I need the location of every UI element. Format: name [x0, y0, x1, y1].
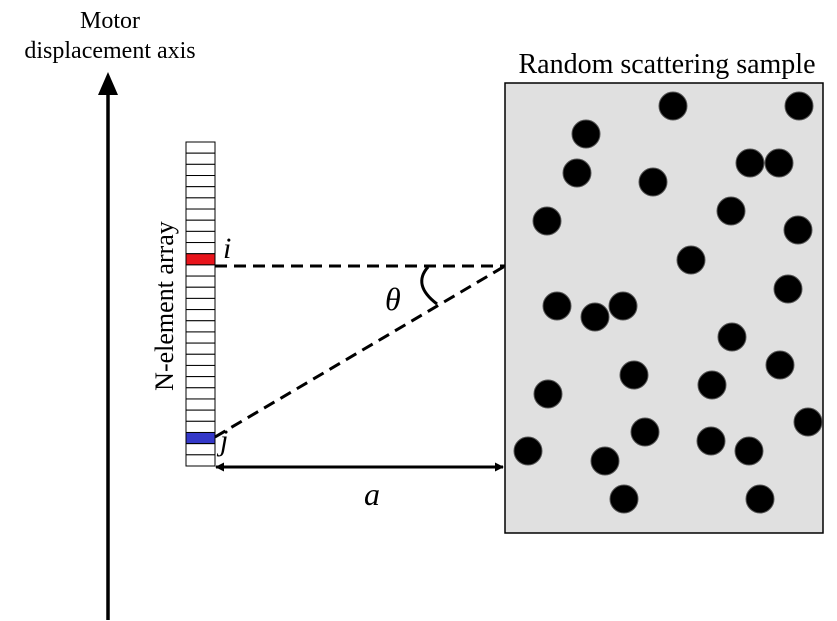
dashed-line-diagonal	[214, 264, 506, 439]
scatterer-particle	[571, 119, 601, 149]
motor-axis-arrowhead	[98, 72, 118, 95]
array-element	[185, 297, 216, 311]
scatterer-particle	[533, 379, 563, 409]
scatterer-particle	[532, 206, 562, 236]
array-element	[185, 353, 216, 366]
scatterer-particle	[542, 291, 572, 321]
scatterer-particle	[590, 446, 620, 476]
axis-label-line1: Motor	[80, 8, 140, 34]
distance-label: a	[364, 476, 380, 512]
scatterer-particle	[764, 148, 794, 178]
array-element	[185, 376, 216, 389]
scatterer-particle	[638, 167, 668, 197]
scatterer-particle	[619, 360, 649, 390]
array-element	[185, 230, 216, 244]
array-element	[185, 242, 216, 255]
array-element	[185, 208, 216, 221]
element-i-label: i	[223, 232, 231, 265]
array-label: N-element array	[150, 221, 179, 391]
array-element	[185, 387, 216, 400]
array-element	[185, 398, 216, 411]
array-element	[185, 163, 216, 177]
scatterer-particle	[765, 350, 795, 380]
scatterer-particle	[784, 91, 814, 121]
axis-label-line2: displacement axis	[24, 38, 195, 64]
array-element-j	[185, 431, 216, 445]
scatterer-particle	[734, 436, 764, 466]
array-element	[185, 443, 216, 456]
scatterer-particle	[793, 407, 823, 437]
scatterer-particle	[609, 484, 639, 514]
array-element	[185, 275, 216, 288]
array-element	[185, 197, 216, 210]
scatterer-particle	[716, 196, 746, 226]
array-element	[185, 409, 216, 422]
element-j-label: j	[216, 424, 228, 457]
array-element	[185, 331, 216, 344]
scatterer-particle	[630, 417, 660, 447]
array-element	[185, 219, 216, 232]
scatterer-particle	[697, 370, 727, 400]
array-element	[185, 364, 216, 378]
array-element	[185, 286, 216, 299]
scatterer-particle	[735, 148, 765, 178]
array-element	[185, 175, 216, 188]
scatterer-particle	[658, 91, 688, 121]
array-element	[185, 152, 216, 165]
array-element	[185, 320, 216, 333]
scatterer-particle	[562, 158, 592, 188]
angle-label: θ	[385, 281, 401, 317]
scatterer-particle	[717, 322, 747, 352]
scatterer-particle	[608, 291, 638, 321]
array-element	[185, 186, 216, 199]
array-element-i	[185, 253, 216, 266]
n-element-array	[185, 141, 216, 467]
sample-title: Random scattering sample	[518, 49, 815, 80]
angle-arc	[420, 266, 438, 306]
array-element	[185, 309, 216, 322]
scatterer-particle	[783, 215, 813, 245]
scatterer-particle	[513, 436, 543, 466]
scatterer-particle	[773, 274, 803, 304]
scatterer-particle	[696, 426, 726, 456]
scatterer-particle	[580, 302, 610, 332]
scatterer-particle	[745, 484, 775, 514]
scatterer-particle	[676, 245, 706, 275]
array-element	[185, 264, 216, 277]
array-element	[185, 420, 216, 433]
array-element	[185, 342, 216, 355]
scatterers	[513, 91, 823, 514]
array-element	[185, 141, 216, 154]
array-element	[185, 454, 216, 467]
